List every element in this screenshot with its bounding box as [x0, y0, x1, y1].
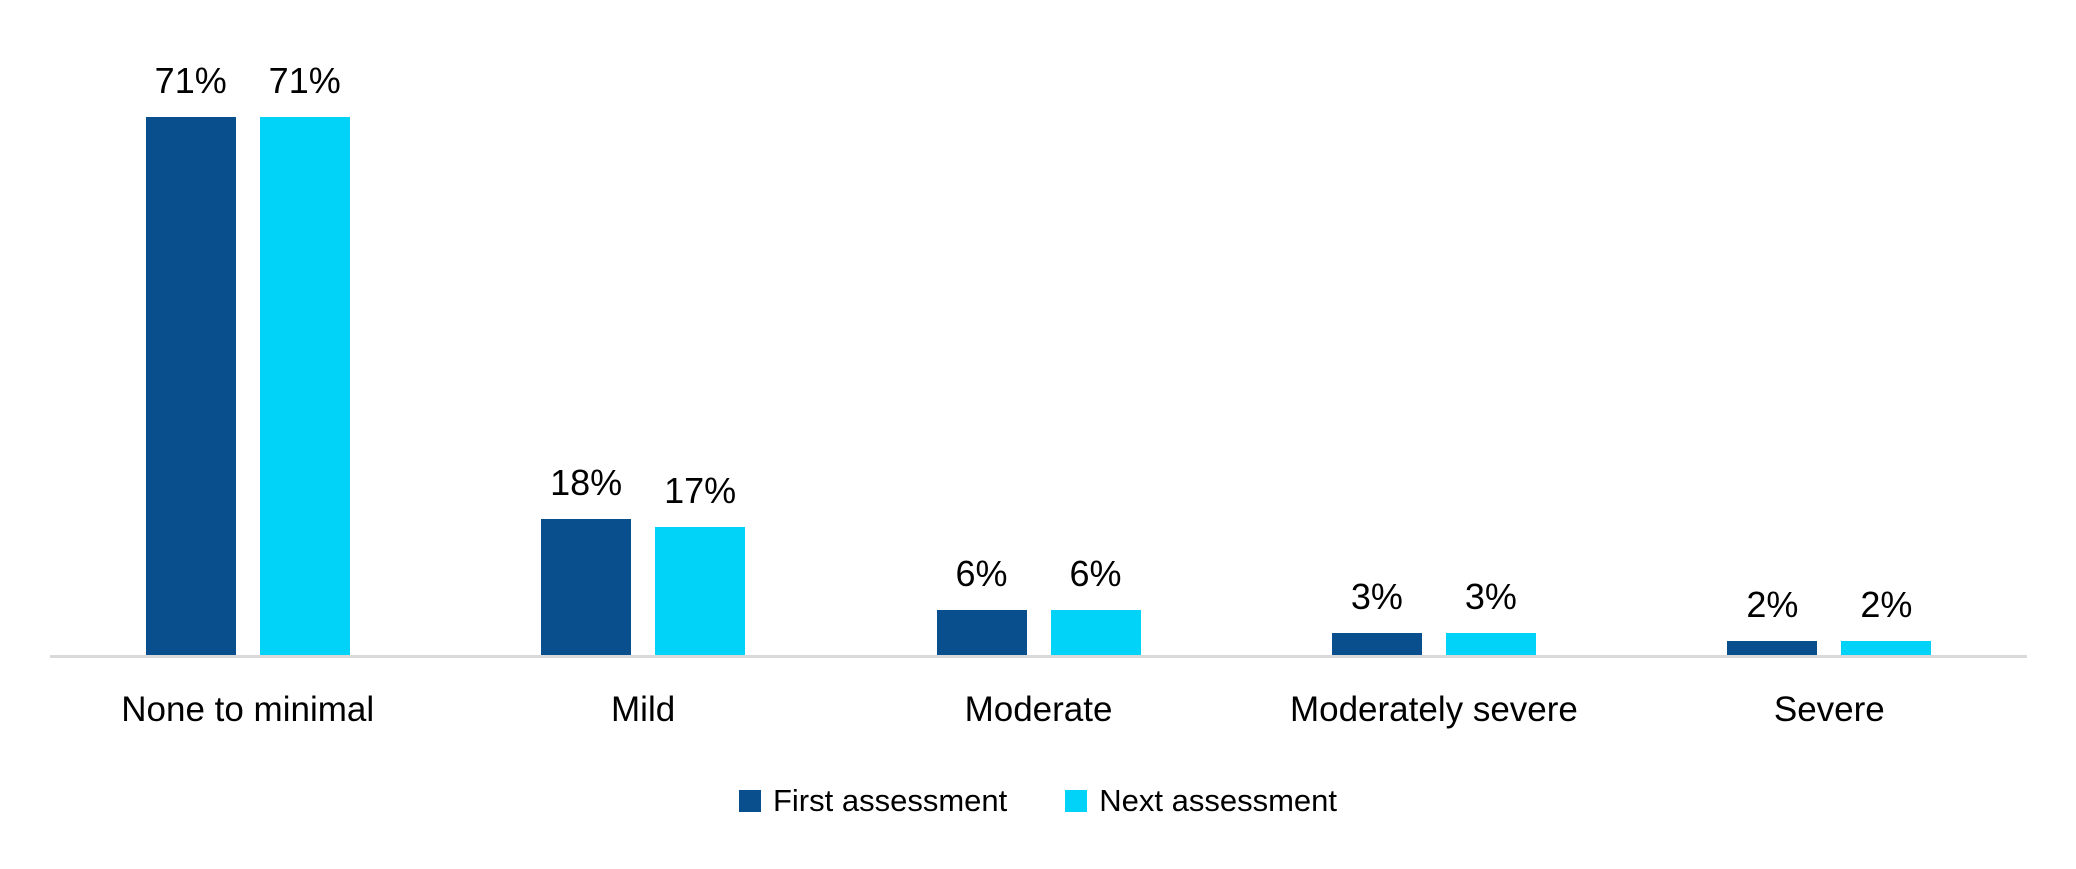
category-group-mild: 18% 17% [445, 463, 840, 656]
value-label-first-assessment-moderately-severe: 3% [1350, 576, 1403, 618]
category-group-moderately-severe: 3% 3% [1236, 577, 1631, 656]
bar-next-assessment-moderate [1050, 610, 1141, 656]
x-axis-label-mild: Mild [611, 690, 676, 729]
value-label-next-assessment-none-to-minimal: 71% [268, 60, 341, 102]
bar-wrap: 71% [259, 60, 350, 656]
bar-next-assessment-moderately-severe [1445, 633, 1536, 656]
value-label-next-assessment-moderate: 6% [1069, 553, 1122, 595]
bar-first-assessment-moderate [936, 610, 1027, 656]
value-label-next-assessment-severe: 2% [1860, 584, 1913, 626]
value-label-first-assessment-moderate: 6% [955, 553, 1008, 595]
x-axis-line [50, 655, 2027, 658]
bar-wrap: 6% [936, 553, 1027, 656]
bar-wrap: 6% [1050, 553, 1141, 656]
category-group-severe: 2% 2% [1632, 585, 2027, 656]
bar-wrap: 17% [655, 470, 746, 656]
bar-next-assessment-mild [655, 527, 746, 656]
value-label-first-assessment-none-to-minimal: 71% [154, 60, 227, 102]
value-label-first-assessment-severe: 2% [1746, 584, 1799, 626]
bar-first-assessment-none-to-minimal [145, 117, 236, 656]
category-group-none-to-minimal: 71% 71% [50, 61, 445, 656]
legend-item-first-assessment: First assessment [738, 783, 1008, 819]
category-group-moderate: 6% 6% [841, 554, 1236, 656]
bar-first-assessment-severe [1727, 641, 1818, 656]
value-label-next-assessment-moderately-severe: 3% [1464, 576, 1517, 618]
x-axis-label-none-to-minimal: None to minimal [121, 690, 375, 729]
value-label-first-assessment-mild: 18% [550, 462, 623, 504]
x-axis-label-moderate: Moderate [964, 690, 1113, 729]
legend: First assessment Next assessment [0, 783, 2076, 819]
bar-next-assessment-none-to-minimal [259, 117, 350, 656]
value-label-next-assessment-mild: 17% [664, 470, 737, 512]
legend-swatch-first-assessment [738, 790, 761, 812]
bar-wrap: 2% [1841, 584, 1932, 656]
bar-wrap: 2% [1727, 584, 1818, 656]
legend-label-next-assessment: Next assessment [1099, 783, 1338, 818]
bar-wrap: 3% [1445, 576, 1536, 656]
x-axis-labels: None to minimal Mild Moderate Moderately se… [50, 690, 2027, 730]
bar-first-assessment-mild [541, 519, 632, 656]
bar-wrap: 3% [1331, 576, 1422, 656]
plot-area: 71% 71% 18% 17% 6% 6% 3% 3% 2% 2% [50, 61, 2027, 656]
bar-next-assessment-severe [1841, 641, 1932, 656]
bar-wrap: 18% [541, 462, 632, 656]
bar-wrap: 71% [145, 60, 236, 656]
bar-first-assessment-moderately-severe [1331, 633, 1422, 656]
x-axis-label-severe: Severe [1773, 690, 1885, 729]
legend-item-next-assessment: Next assessment [1065, 783, 1337, 819]
legend-swatch-next-assessment [1065, 790, 1088, 812]
legend-label-first-assessment: First assessment [772, 783, 1008, 818]
x-axis-label-moderately-severe: Moderately severe [1289, 690, 1578, 729]
